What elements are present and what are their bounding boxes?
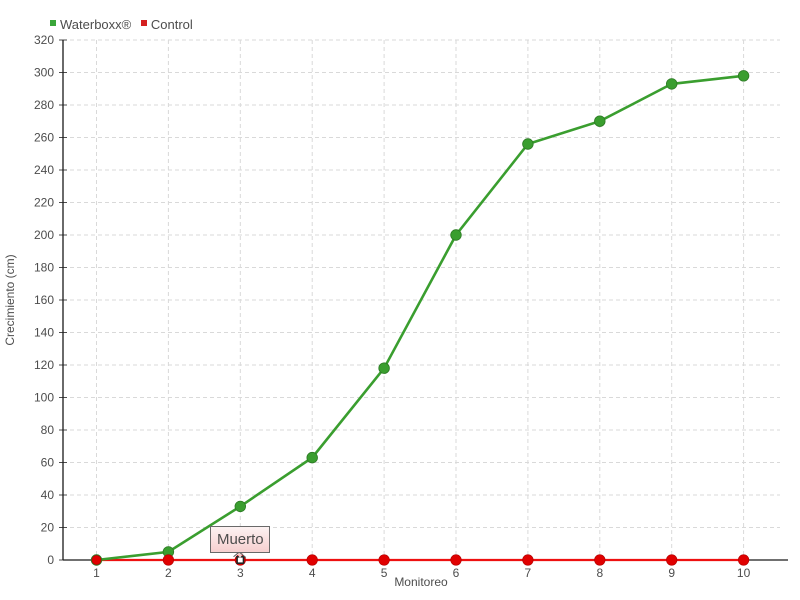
- svg-text:3: 3: [237, 566, 244, 580]
- svg-text:280: 280: [34, 98, 54, 112]
- svg-text:320: 320: [34, 33, 54, 47]
- svg-text:240: 240: [34, 163, 54, 177]
- svg-text:120: 120: [34, 358, 54, 372]
- svg-text:1: 1: [93, 566, 100, 580]
- svg-text:8: 8: [596, 566, 603, 580]
- svg-text:4: 4: [309, 566, 316, 580]
- svg-text:10: 10: [737, 566, 751, 580]
- svg-text:220: 220: [34, 196, 54, 210]
- svg-text:300: 300: [34, 66, 54, 80]
- svg-text:0: 0: [47, 553, 54, 567]
- svg-text:6: 6: [453, 566, 460, 580]
- svg-text:140: 140: [34, 326, 54, 340]
- svg-text:40: 40: [41, 488, 55, 502]
- svg-text:80: 80: [41, 423, 55, 437]
- svg-text:260: 260: [34, 131, 54, 145]
- svg-text:2: 2: [165, 566, 172, 580]
- svg-text:9: 9: [668, 566, 675, 580]
- svg-text:7: 7: [525, 566, 532, 580]
- svg-text:60: 60: [41, 456, 55, 470]
- svg-text:180: 180: [34, 261, 54, 275]
- svg-text:20: 20: [41, 521, 55, 535]
- svg-text:200: 200: [34, 228, 54, 242]
- svg-text:100: 100: [34, 391, 54, 405]
- svg-text:5: 5: [381, 566, 388, 580]
- svg-text:160: 160: [34, 293, 54, 307]
